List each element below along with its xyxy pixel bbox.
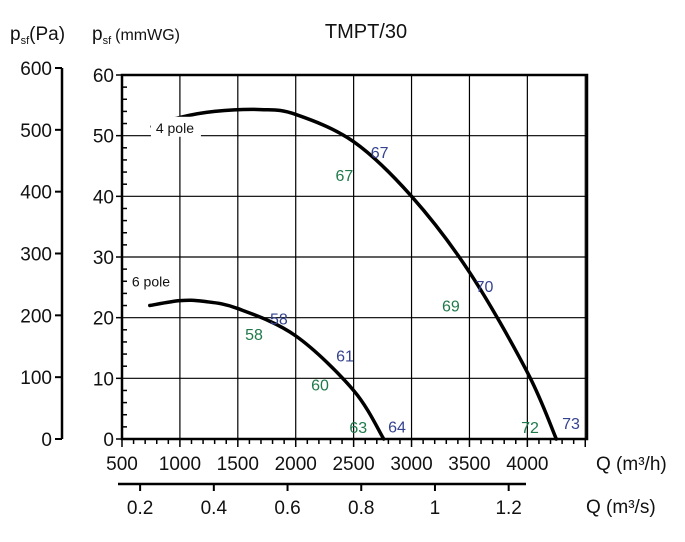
x2-tick-label: 0.6 — [274, 498, 300, 519]
curve-6-pole — [148, 298, 386, 441]
x2-tick-label: 1.2 — [495, 498, 521, 519]
y-pa-tick-label: 500 — [20, 121, 52, 142]
series-label: 4 pole — [156, 120, 194, 136]
y-tick-label: 10 — [93, 369, 114, 390]
efficiency-label: 67 — [371, 145, 389, 162]
x-axis-label: Q (m³/h) — [596, 454, 667, 475]
x2-tick-label: 1 — [430, 498, 441, 519]
y-axis-mm-label: psf (mmWG) — [92, 24, 180, 47]
y-pa-tick-label: 0 — [41, 430, 52, 451]
y-pa-tick-label: 600 — [20, 59, 52, 80]
x2-tick-label: 0.4 — [201, 498, 228, 519]
y-pa-tick-label: 400 — [20, 183, 52, 204]
efficiency-label: 73 — [562, 416, 580, 433]
efficiency-label: 58 — [245, 327, 263, 344]
efficiency-label: 60 — [311, 377, 329, 394]
y-tick-label: 50 — [93, 127, 114, 148]
efficiency-label: 64 — [388, 419, 406, 436]
x-tick-label: 3500 — [448, 454, 490, 475]
y-tick-label: 0 — [103, 430, 114, 451]
x-tick-label: 1500 — [217, 454, 259, 475]
y-tick-label: 40 — [93, 187, 114, 208]
efficiency-label: 70 — [476, 279, 494, 296]
series-label: 6 pole — [132, 273, 170, 289]
x2-tick-label: 0.8 — [348, 498, 374, 519]
efficiency-label: 58 — [270, 311, 288, 328]
x-tick-label: 2500 — [332, 454, 374, 475]
curve-4-pole — [150, 107, 559, 441]
x-tick-label: 4000 — [506, 454, 548, 475]
x-tick-label: 1000 — [159, 454, 201, 475]
y-pa-tick-label: 200 — [20, 306, 52, 327]
y-pa-tick-label: 100 — [20, 368, 52, 389]
x-tick-label: 2000 — [275, 454, 317, 475]
label-background — [150, 116, 201, 137]
efficiency-label: 72 — [521, 420, 539, 437]
x2-axis-label: Q (m³/s) — [586, 497, 656, 518]
y-tick-label: 30 — [93, 248, 114, 269]
efficiency-label: 61 — [336, 348, 354, 365]
y-pa-tick-label: 300 — [20, 245, 52, 266]
x-tick-label: 3000 — [390, 454, 432, 475]
efficiency-label: 67 — [335, 168, 353, 185]
efficiency-label: 63 — [349, 420, 367, 437]
x2-tick-label: 0.2 — [127, 498, 153, 519]
chart-title: TMPT/30 — [325, 21, 407, 43]
y-tick-label: 60 — [93, 66, 114, 87]
y-tick-label: 20 — [93, 309, 114, 330]
efficiency-label: 69 — [442, 299, 460, 316]
x-tick-label: 500 — [106, 454, 138, 475]
y-axis-pa-label: psf(Pa) — [10, 24, 65, 47]
